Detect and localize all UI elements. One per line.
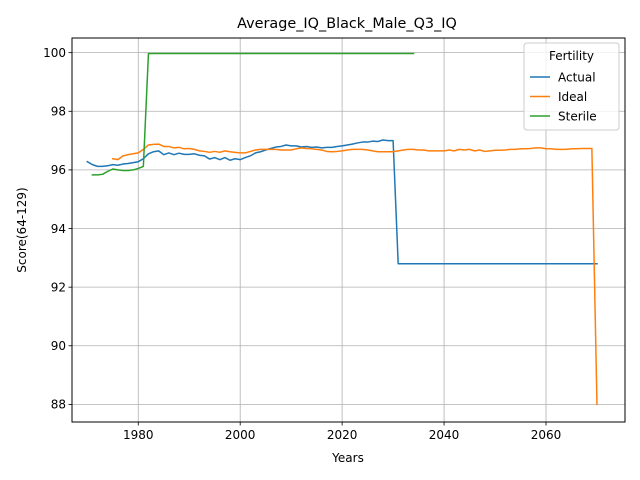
legend-label-sterile: Sterile [558,109,597,123]
series-line-ideal [111,143,598,406]
x-tick-label: 2020 [327,428,358,442]
x-tick-label: 2060 [531,428,562,442]
plot-area-frame [71,37,626,423]
y-tick-label: 88 [51,398,66,412]
y-tick-label: 98 [51,105,66,119]
y-tick-label: 90 [51,339,66,353]
x-tick-label: 2000 [225,428,256,442]
x-axis-label: Years [331,451,364,465]
series-line-actual [86,139,598,265]
y-tick-label: 100 [43,46,66,60]
y-tick-label: 94 [51,222,66,236]
y-axis-label: Score(64-129) [15,187,29,272]
series-lines [86,52,598,406]
legend: Fertility Actual Ideal Sterile [523,42,620,131]
series-line-sterile [91,52,415,176]
legend-frame [523,42,620,131]
legend-label-actual: Actual [558,70,596,84]
y-tick-label: 92 [51,280,66,294]
x-tick-label: 1980 [123,428,154,442]
legend-label-ideal: Ideal [558,90,587,104]
chart-title: Average_IQ_Black_Male_Q3_IQ [237,16,457,32]
x-tick-label: 2040 [429,428,460,442]
y-tick-label: 96 [51,163,66,177]
axis-ticks: 1980 2000 2020 2040 2060 88 90 92 94 96 98 100 [43,46,561,442]
legend-title: Fertility [549,49,594,63]
